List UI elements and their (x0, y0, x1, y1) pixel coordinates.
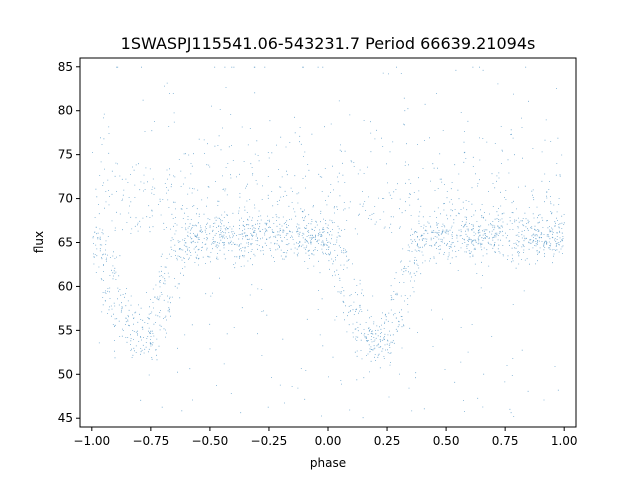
x-tick-label: 0.50 (433, 434, 460, 448)
x-tick-label: −0.75 (132, 434, 169, 448)
y-tick-label: 60 (58, 279, 73, 293)
y-tick-label: 85 (58, 60, 73, 74)
x-tick-label: −1.00 (73, 434, 110, 448)
y-tick-label: 65 (58, 236, 73, 250)
y-tick-label: 55 (58, 323, 73, 337)
x-tick-label: 0.75 (492, 434, 519, 448)
x-tick-label: 0.25 (374, 434, 401, 448)
y-tick-label: 80 (58, 104, 73, 118)
y-tick-label: 75 (58, 148, 73, 162)
x-tick-label: 0.00 (315, 434, 342, 448)
y-axis-label: flux (32, 231, 46, 253)
y-tick-label: 70 (58, 192, 73, 206)
x-axis-label: phase (310, 456, 346, 470)
x-tick-label: −0.50 (192, 434, 229, 448)
x-tick-label: 1.00 (551, 434, 578, 448)
chart-title: 1SWASPJ115541.06-543231.7 Period 66639.2… (121, 34, 536, 53)
y-axis: 45 50 55 60 65 70 75 80 85 (58, 60, 80, 425)
x-axis: −1.00 −0.75 −0.50 −0.25 0.00 0.25 0.50 0.75 1.00 (73, 427, 578, 448)
y-tick-label: 50 (58, 367, 73, 381)
x-tick-label: −0.25 (251, 434, 288, 448)
y-tick-label: 45 (58, 411, 73, 425)
